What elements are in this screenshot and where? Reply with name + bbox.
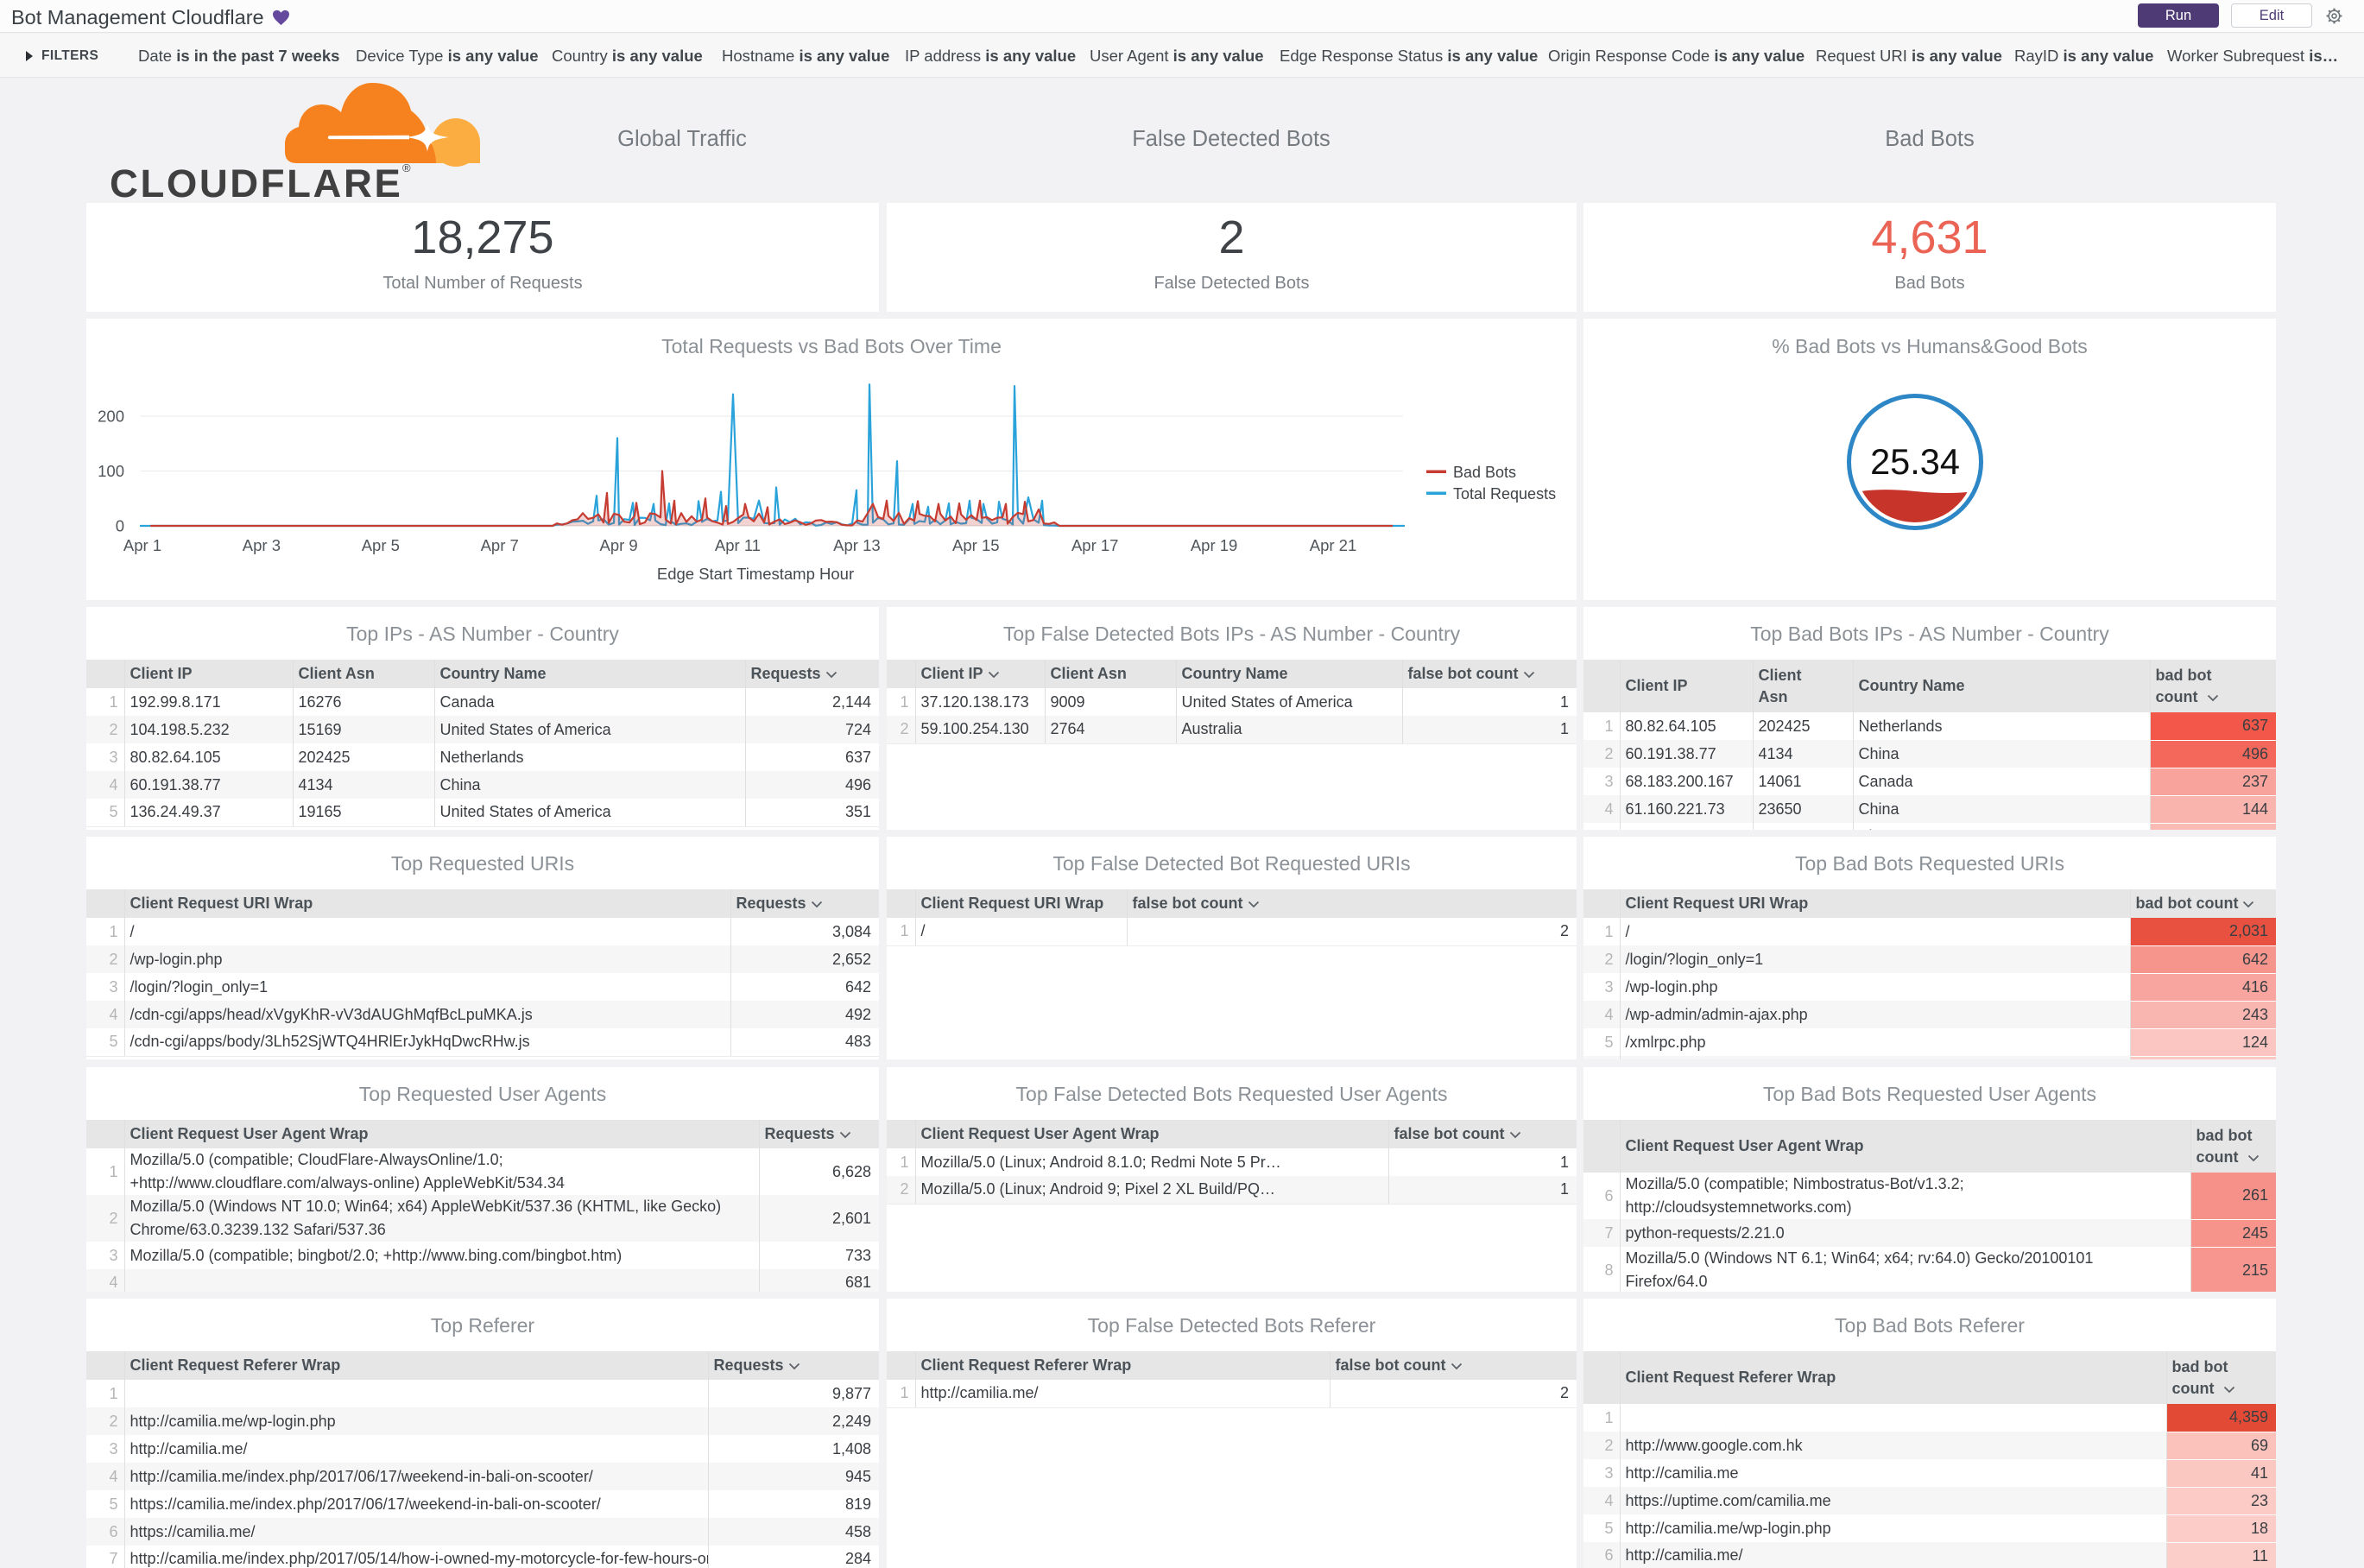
- svg-text:Apr 1: Apr 1: [123, 536, 161, 554]
- svg-text:Apr 13: Apr 13: [833, 536, 881, 554]
- svg-text:Apr 11: Apr 11: [715, 536, 761, 554]
- svg-text:Apr 21: Apr 21: [1310, 536, 1357, 554]
- svg-text:Apr 5: Apr 5: [362, 536, 400, 554]
- svg-text:Apr 3: Apr 3: [243, 536, 281, 554]
- svg-text:Apr 7: Apr 7: [481, 536, 519, 554]
- svg-text:Apr 9: Apr 9: [599, 536, 637, 554]
- svg-text:100: 100: [98, 462, 124, 480]
- svg-text:CLOUDFLARE: CLOUDFLARE: [110, 161, 402, 203]
- svg-text:Apr 17: Apr 17: [1071, 536, 1119, 554]
- svg-text:Bad Bots: Bad Bots: [1453, 464, 1516, 481]
- svg-text:®: ®: [402, 161, 411, 174]
- svg-text:Edge Start Timestamp Hour: Edge Start Timestamp Hour: [657, 565, 854, 583]
- svg-text:0: 0: [116, 517, 124, 535]
- svg-text:Total Requests: Total Requests: [1453, 485, 1556, 503]
- svg-text:25.34: 25.34: [1870, 441, 1960, 482]
- svg-text:Apr 19: Apr 19: [1191, 536, 1238, 554]
- svg-text:200: 200: [98, 408, 124, 426]
- svg-text:Apr 15: Apr 15: [952, 536, 1000, 554]
